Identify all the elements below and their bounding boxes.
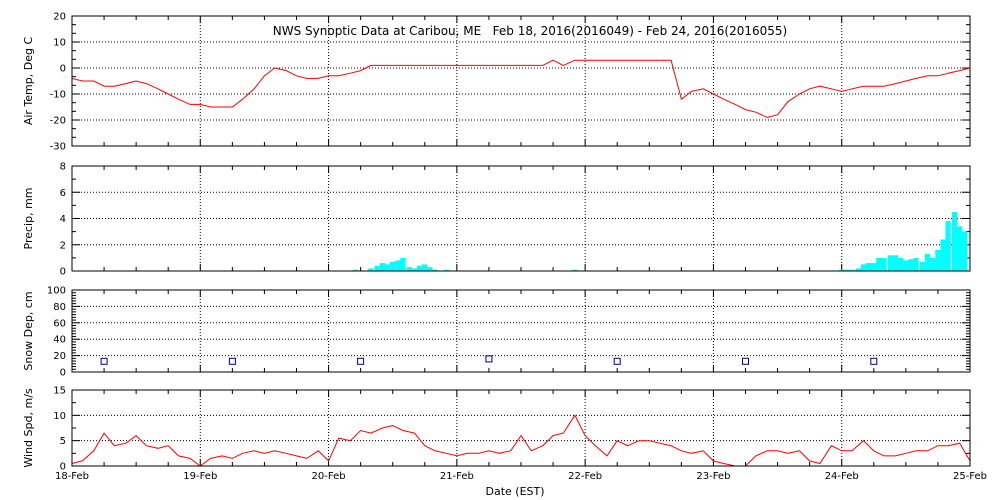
snow-depth-panel: 100 80 60 40 20 0 Snow Dep, cm [22,286,971,379]
precip-bar [913,257,919,271]
precip-bar [876,257,882,271]
air-temp-ytick-label: -30 [50,142,66,153]
precip-bar [384,264,391,271]
xtick-label: 23-Feb [696,471,730,482]
snow-depth-point [100,357,108,365]
wind-speed-frame [71,389,971,467]
snow-depth-ytick-label: 20 [53,351,66,362]
precip-ytick-label: 4 [60,214,66,225]
precip-bar [406,267,412,271]
xtick-label: 24-Feb [825,471,859,482]
precip-bar [881,257,887,271]
snow-depth-ytick-label: 100 [47,286,66,297]
precip-bar [887,255,894,272]
snow-depth-point [870,357,878,365]
precip-ytick-label: 2 [60,240,66,251]
precip-bar [849,269,855,271]
snow-depth-ytick-label: 40 [53,335,66,346]
precip-bar [844,269,850,271]
precip-ytick-label: 0 [60,267,66,278]
precip-bar [422,264,428,271]
xtick-label: 21-Feb [440,471,474,482]
snow-depth-point [357,357,365,365]
precip-bar [866,263,872,271]
precip-bar [427,267,433,271]
precip-ytick-label: 6 [60,188,66,199]
air-temp-ytick-label: -20 [50,116,66,127]
precip-bar [940,239,946,271]
precip-bar [935,250,941,271]
precip-bar [417,265,423,272]
precip-bar [903,260,909,271]
precip-bar [930,257,936,271]
precip-bar [945,221,951,271]
wind-speed-ytick-label: 15 [53,386,66,397]
air-temp-frame [71,15,971,147]
precip-bar [432,269,438,271]
precip-bar [572,269,578,271]
precip-bar [871,263,877,271]
snow-depth-point [742,357,749,365]
snow-depth-point [485,355,493,363]
precip-ylabel: Precip, mm [22,188,35,250]
precip-bar [839,269,845,271]
air-temp-ytick-label: -10 [50,90,66,101]
snow-depth-ytick-label: 0 [60,368,66,379]
precip-ytick-label: 8 [60,162,66,173]
snow-depth-point [613,357,621,365]
precip-bar [411,268,418,271]
air-temp-ytick-label: 0 [60,64,66,75]
xtick-label: 19-Feb [183,471,217,482]
snow-depth-ylabel: Snow Dep, cm [22,291,35,370]
xtick-label: 22-Feb [568,471,602,482]
precip-bar [395,260,401,271]
precip-bar [390,261,396,271]
precip-bar [860,264,867,271]
chart-title: NWS Synoptic Data at Caribou, ME Feb 18,… [273,24,788,38]
air-temp-ytick-label: 20 [53,12,66,23]
snow-depth-ytick-label: 80 [53,302,66,313]
wind-speed-series-line [71,414,971,467]
precip-bar [919,261,926,271]
precip-bar [951,211,958,271]
snow-depth-frame [71,289,971,373]
wind-speed-ytick-label: 5 [60,436,66,447]
air-temp-ytick-label: 10 [53,38,66,49]
air-temp-series-line [71,59,971,118]
precip-panel: 8 6 4 2 0 Precip, mm [22,162,971,278]
air-temp-panel: 20 10 0 -10 -20 -30 Air Temp, Deg C [22,12,971,153]
xtick-label: 20-Feb [312,471,346,482]
precip-bar [925,253,931,271]
wind-speed-ytick-label: 10 [53,411,66,422]
x-axis-title: Date (EST) [485,485,544,498]
snow-depth-ytick-label: 60 [53,318,66,329]
precip-bar [443,269,450,271]
precip-bar [352,269,359,271]
wind-speed-ytick-label: 0 [60,462,66,473]
wind-speed-ylabel: Wind Spd, m/s [22,388,35,468]
snow-depth-point [228,357,236,365]
precip-bar [368,268,374,271]
precip-bar [400,257,406,271]
precip-bar [962,231,968,271]
precip-bar [898,257,904,271]
precip-bar [957,226,963,271]
precip-bar [374,265,380,272]
precip-bar [892,255,899,272]
wind-speed-panel: 15 10 5 0 Wind Spd, m/s 18-Feb 19-Feb 20-Feb 21-… [22,386,987,483]
precip-bar [379,263,386,271]
precip-bar [855,268,861,271]
xtick-label: 18-Feb [55,471,89,482]
xtick-label: 25-Feb [953,471,987,482]
precip-frame [71,165,971,272]
air-temp-ylabel: Air Temp, Deg C [22,37,35,126]
precip-bar [908,259,914,271]
